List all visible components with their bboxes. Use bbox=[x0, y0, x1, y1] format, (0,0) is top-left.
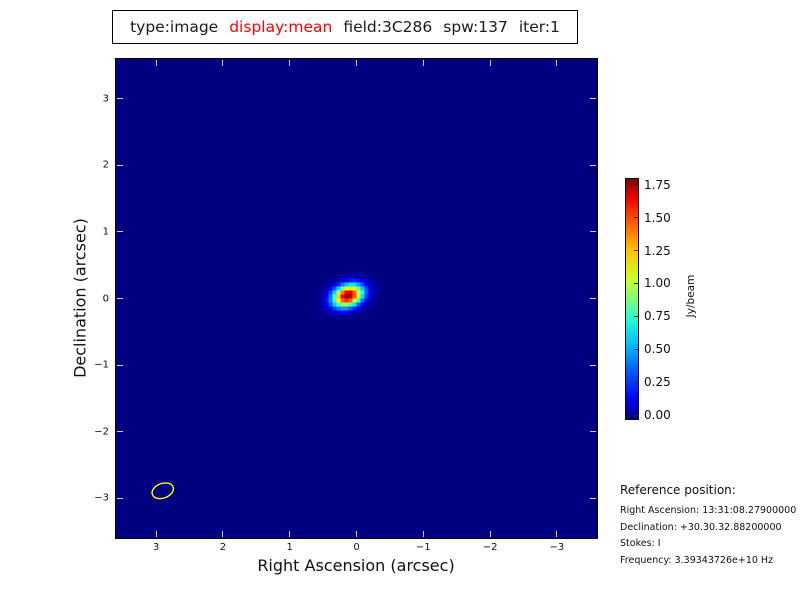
x-tick-label: −3 bbox=[549, 542, 565, 553]
colorbar-tick bbox=[634, 217, 639, 219]
reference-line-frequency: Frequency: 3.39343726e+10 Hz bbox=[620, 554, 774, 566]
y-tick bbox=[117, 164, 123, 166]
colorbar-tick bbox=[634, 348, 639, 350]
y-tick bbox=[590, 231, 596, 233]
x-tick bbox=[155, 531, 157, 537]
y-tick-label: 1 bbox=[102, 226, 109, 238]
colorbar-tick bbox=[634, 184, 639, 186]
x-tick bbox=[556, 531, 558, 537]
title-segment: iter:1 bbox=[518, 18, 560, 36]
colorbar-tick bbox=[634, 414, 639, 416]
y-tick bbox=[590, 98, 596, 100]
y-tick bbox=[590, 298, 596, 299]
y-tick bbox=[117, 364, 123, 366]
y-tick-label: −2 bbox=[94, 426, 109, 438]
y-tick-label: −1 bbox=[94, 359, 109, 371]
y-tick bbox=[590, 431, 596, 433]
colorbar-tick-label: 1.75 bbox=[644, 177, 671, 192]
x-tick bbox=[489, 531, 491, 537]
reference-position-block: Reference position: Right Ascension: 13:… bbox=[620, 483, 797, 571]
y-tick bbox=[117, 231, 123, 233]
y-tick bbox=[117, 497, 123, 499]
colorbar-label: Jy/beam bbox=[685, 274, 697, 318]
colorbar-tick bbox=[634, 250, 639, 252]
x-tick-label: 1 bbox=[286, 542, 293, 553]
x-tick bbox=[556, 60, 558, 66]
image-canvas bbox=[116, 59, 597, 538]
title-segment: field:3C286 bbox=[343, 18, 433, 36]
x-tick bbox=[356, 60, 357, 66]
colorbar-tick-label: 1.25 bbox=[644, 243, 671, 258]
y-tick-label: 2 bbox=[102, 159, 109, 171]
title-segment: spw:137 bbox=[443, 18, 508, 36]
reference-heading: Reference position: bbox=[620, 483, 736, 497]
title-segment: type:image bbox=[130, 18, 219, 36]
x-tick-label: 2 bbox=[219, 542, 227, 553]
x-tick bbox=[289, 60, 291, 66]
x-tick-label: −2 bbox=[482, 542, 498, 553]
colorbar-tick bbox=[634, 381, 639, 383]
plot-area bbox=[115, 58, 598, 539]
plot-title: type:image display:mean field:3C286 spw:137… bbox=[112, 10, 578, 44]
colorbar-gradient bbox=[625, 178, 639, 420]
colorbar-tick-label: 1.50 bbox=[644, 210, 671, 225]
colorbar-tick bbox=[634, 282, 639, 284]
y-tick bbox=[590, 497, 596, 499]
y-tick-label: −3 bbox=[94, 492, 109, 504]
colorbar-tick-label: 0.75 bbox=[644, 309, 671, 324]
y-tick bbox=[117, 298, 123, 299]
x-tick bbox=[222, 60, 224, 66]
x-tick bbox=[356, 531, 357, 537]
x-tick bbox=[289, 531, 291, 537]
colorbar-tick-label: 0.25 bbox=[644, 375, 671, 390]
reference-line-ra: Right Ascension: 13:31:08.27900000 bbox=[620, 505, 797, 516]
colorbar-tick-label: 0.00 bbox=[644, 408, 671, 423]
x-axis-label: Right Ascension (arcsec) bbox=[257, 556, 455, 575]
reference-line-dec: Declination: +30.30.32.88200000 bbox=[620, 521, 782, 533]
colorbar-tick bbox=[634, 315, 639, 317]
x-tick-label: 0 bbox=[353, 542, 360, 553]
x-tick-label: −1 bbox=[415, 542, 431, 553]
y-tick-label: 0 bbox=[102, 293, 109, 304]
reference-line-stokes: Stokes: I bbox=[620, 538, 661, 549]
y-tick-label: 3 bbox=[102, 93, 109, 105]
x-tick bbox=[222, 531, 224, 537]
y-tick bbox=[117, 98, 123, 100]
x-tick bbox=[155, 60, 157, 66]
y-tick bbox=[590, 164, 596, 166]
y-tick bbox=[117, 431, 123, 433]
colorbar-tick-label: 1.00 bbox=[644, 276, 671, 291]
x-tick bbox=[422, 60, 424, 66]
x-tick bbox=[489, 60, 491, 66]
x-tick-label: 3 bbox=[152, 542, 160, 553]
title-segment: display:mean bbox=[229, 18, 333, 36]
y-tick bbox=[590, 364, 596, 366]
x-tick bbox=[422, 531, 424, 537]
colorbar-tick-label: 0.50 bbox=[644, 342, 671, 357]
